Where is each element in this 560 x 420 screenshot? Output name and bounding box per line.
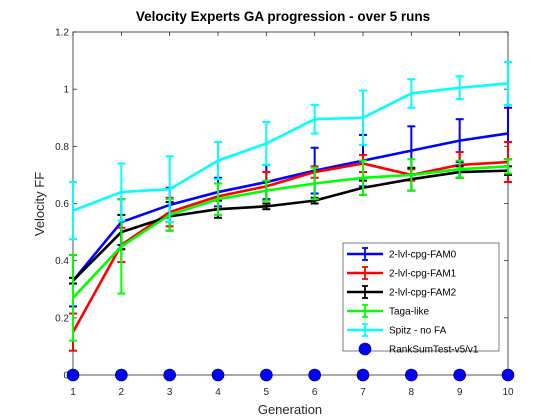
ranksum-marker: [308, 368, 321, 382]
ranksum-marker: [405, 368, 418, 382]
y-tick-label: 1.2: [55, 28, 69, 39]
x-tick-label: 7: [360, 387, 366, 398]
y-axis-label: Velocity FF: [32, 172, 47, 236]
series-Spitz - no FA: [69, 61, 512, 241]
legend-label: Taga-like: [389, 307, 429, 318]
x-tick-label: 4: [215, 387, 221, 398]
ranksum-markers: [66, 368, 515, 382]
y-tick-label: 0.2: [55, 313, 69, 324]
x-tick-label: 9: [457, 387, 463, 398]
y-tick-label: 0.6: [55, 199, 69, 210]
x-tick-label: 3: [167, 387, 173, 398]
x-tick-label: 10: [502, 387, 514, 398]
x-tick-label: 2: [119, 387, 125, 398]
ranksum-marker: [66, 368, 80, 382]
legend-box: [342, 242, 500, 352]
legend-label: RankSumTest-v5/v1: [389, 345, 479, 356]
ranksum-marker: [211, 368, 225, 382]
legend: 2-lvl-cpg-FAM0 2-lvl-cpg-FAM1 2-lvl-cpg-FA…: [342, 242, 500, 356]
series-layer: [69, 61, 512, 352]
legend-label: 2-lvl-cpg-FAM1: [389, 269, 457, 280]
x-tick-label: 1: [70, 387, 76, 398]
ranksum-marker: [163, 368, 176, 382]
chart-title: Velocity Experts GA progression - over 5…: [136, 9, 430, 24]
axes: 1 2 3 4 5 6 7 8 9 10 0 0.2 0.4 0.6 0.8 1 1.2: [55, 28, 514, 399]
legend-marker: [358, 342, 372, 356]
legend-label: Spitz - no FA: [389, 326, 447, 337]
x-tick-label: 5: [264, 387, 270, 398]
ranksum-marker: [453, 368, 466, 382]
ranksum-marker: [501, 368, 515, 382]
series-Taga-like: [69, 158, 512, 342]
ranksum-marker: [356, 368, 370, 382]
y-tick-label: 0: [63, 371, 69, 382]
y-tick-label: 0.4: [55, 256, 69, 267]
series-line: [71, 160, 509, 333]
series-line: [72, 165, 509, 299]
y-tick-label: 1: [63, 85, 69, 96]
x-axis-label: Generation: [258, 402, 322, 417]
legend-label: 2-lvl-cpg-FAM2: [389, 288, 457, 299]
legend-label: 2-lvl-cpg-FAM0: [389, 250, 457, 261]
series-line: [71, 132, 509, 282]
x-tick-label: 8: [409, 387, 415, 398]
ranksum-marker: [260, 368, 273, 382]
ranksum-marker: [115, 368, 128, 382]
y-tick-label: 0.8: [55, 142, 69, 153]
series-line: [72, 169, 509, 282]
x-tick-label: 6: [312, 387, 318, 398]
series-line: [72, 82, 509, 212]
